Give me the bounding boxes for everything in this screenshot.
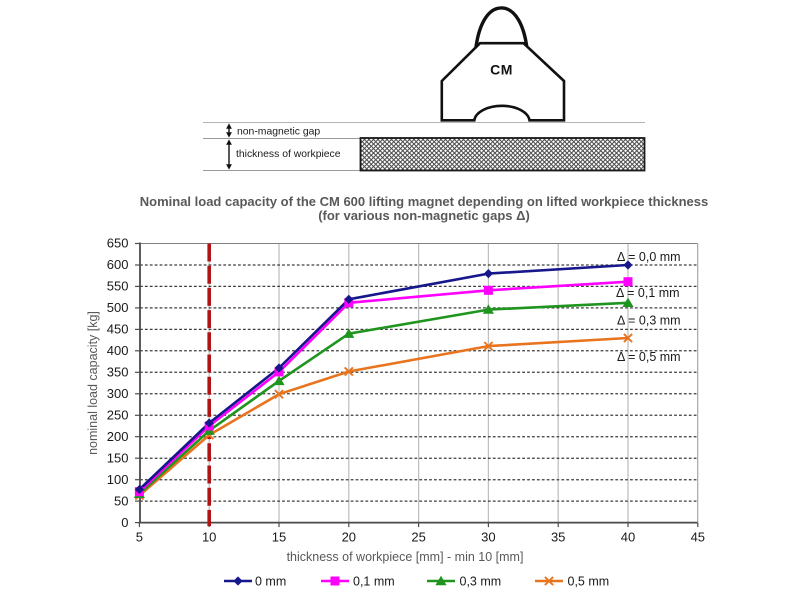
- svg-text:thickness of workpiece: thickness of workpiece: [236, 149, 341, 160]
- svg-text:20: 20: [342, 530, 356, 545]
- svg-text:nominal load capacity [kg]: nominal load capacity [kg]: [86, 311, 100, 455]
- svg-text:CM: CM: [490, 62, 513, 78]
- svg-text:25: 25: [411, 530, 425, 545]
- svg-text:100: 100: [107, 472, 129, 487]
- svg-text:35: 35: [551, 530, 565, 545]
- svg-text:Nominal load capacity of the C: Nominal load capacity of the CM 600 lift…: [140, 194, 708, 209]
- svg-text:45: 45: [691, 530, 705, 545]
- svg-text:400: 400: [107, 343, 129, 358]
- svg-text:30: 30: [481, 530, 495, 545]
- svg-text:300: 300: [107, 386, 129, 401]
- svg-text:10: 10: [202, 530, 216, 545]
- svg-text:Δ = 0,0 mm: Δ = 0,0 mm: [617, 250, 681, 264]
- svg-text:0,5 mm: 0,5 mm: [568, 575, 610, 589]
- svg-text:non-magnetic gap: non-magnetic gap: [237, 127, 320, 138]
- svg-text:350: 350: [107, 365, 129, 380]
- svg-text:(for various non-magnetic gaps: (for various non-magnetic gaps Δ): [318, 208, 530, 223]
- svg-text:150: 150: [107, 450, 129, 465]
- svg-text:5: 5: [136, 530, 143, 545]
- svg-text:550: 550: [107, 279, 129, 294]
- svg-text:500: 500: [107, 300, 129, 315]
- svg-text:0,1 mm: 0,1 mm: [353, 575, 395, 589]
- svg-text:450: 450: [107, 322, 129, 337]
- svg-text:600: 600: [107, 257, 129, 272]
- svg-text:Δ = 0,5 mm: Δ = 0,5 mm: [617, 350, 681, 364]
- svg-text:650: 650: [107, 236, 129, 251]
- svg-text:0 mm: 0 mm: [255, 575, 286, 589]
- svg-text:0,3 mm: 0,3 mm: [460, 575, 502, 589]
- svg-text:250: 250: [107, 408, 129, 423]
- svg-text:thickness of workpiece [mm] -: thickness of workpiece [mm] - min 10 [mm…: [287, 550, 524, 564]
- svg-text:Δ = 0,3 mm: Δ = 0,3 mm: [617, 314, 681, 328]
- svg-text:15: 15: [272, 530, 286, 545]
- svg-text:200: 200: [107, 429, 129, 444]
- svg-text:50: 50: [114, 493, 128, 508]
- svg-text:0: 0: [121, 515, 128, 530]
- svg-text:Δ = 0,1 mm: Δ = 0,1 mm: [616, 286, 680, 300]
- svg-text:40: 40: [621, 530, 635, 545]
